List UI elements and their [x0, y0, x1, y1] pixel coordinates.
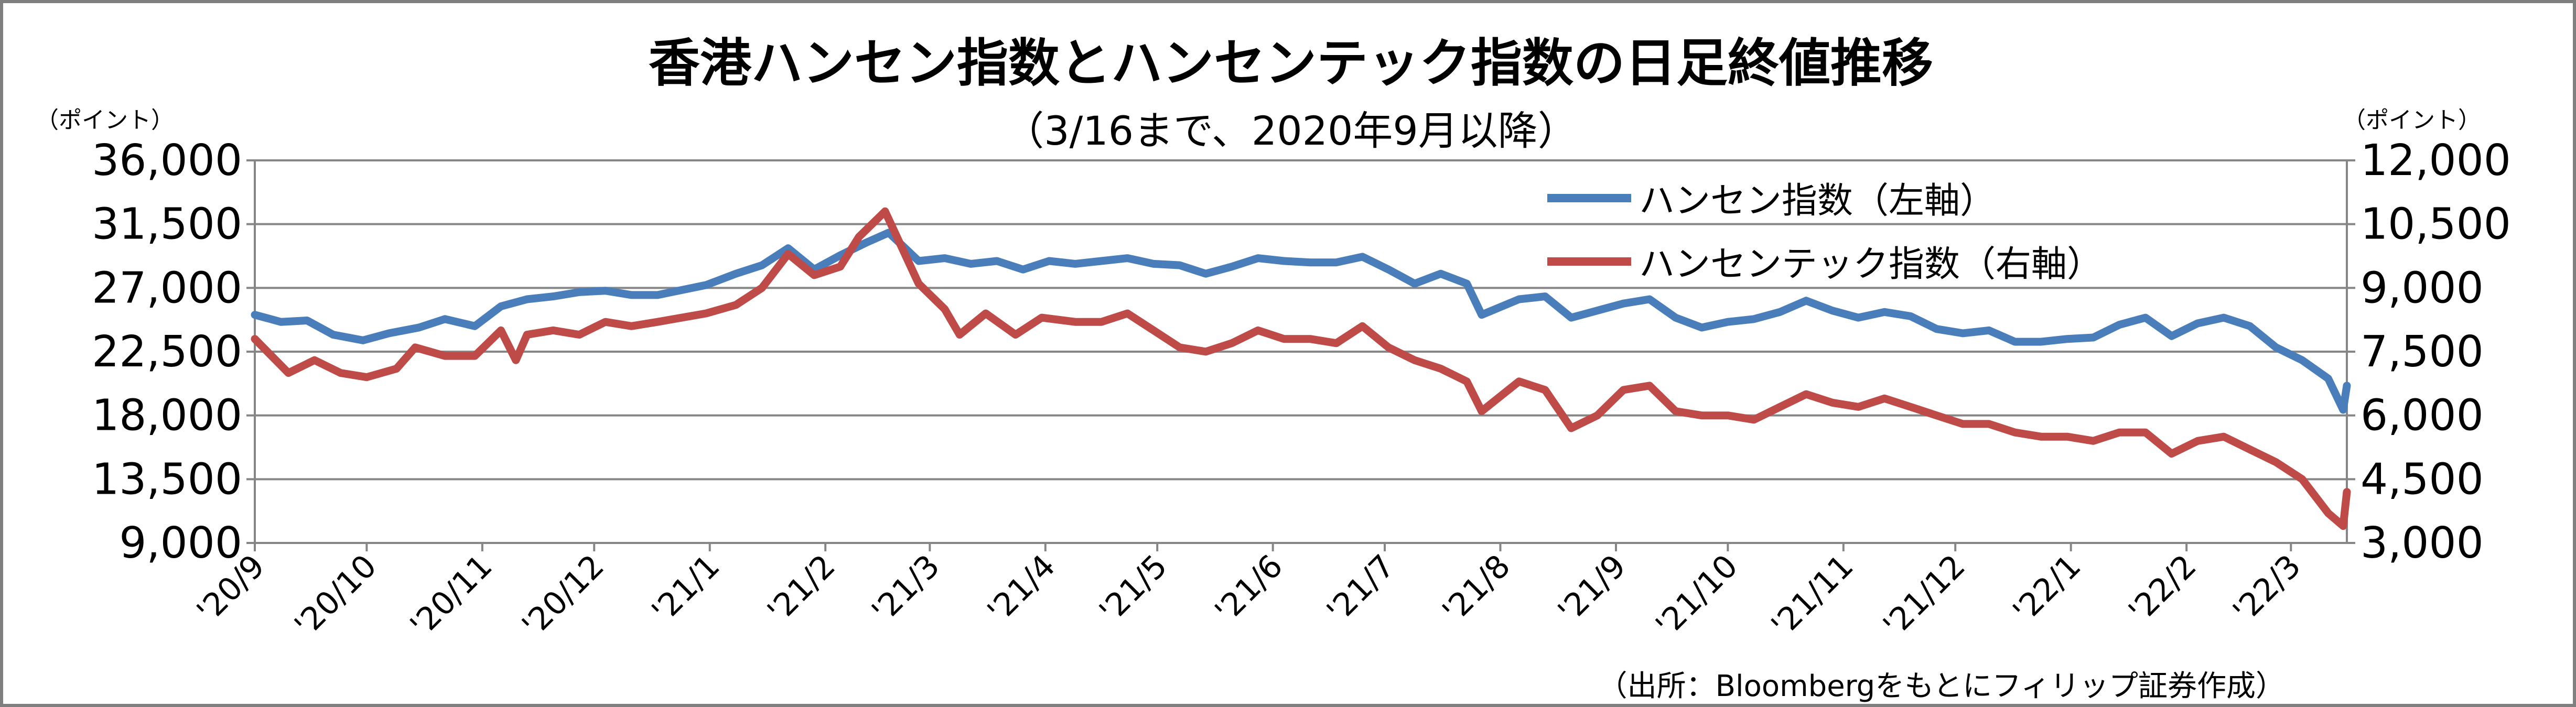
- x-tick-label: '21/8: [1436, 548, 1517, 629]
- series-line-hang-seng: [251, 229, 2351, 414]
- x-tick-label: '21/4: [980, 548, 1062, 629]
- line-chart: 香港ハンセン指数とハンセンテック指数の日足終値推移 （3/16まで、2020年9…: [36, 34, 2511, 703]
- series-lines: [251, 207, 2351, 530]
- series-line-hang-seng-tech: [251, 207, 2351, 530]
- x-tick-label: '20/11: [403, 548, 499, 644]
- y-left-tick-label: 22,500: [92, 327, 242, 377]
- x-tick-label: '20/12: [515, 548, 611, 644]
- legend-label-hang-seng: ハンセン指数（左軸）: [1639, 180, 1996, 222]
- x-tick-label: '21/12: [1876, 548, 1972, 644]
- y-right-tick-label: 12,000: [2361, 136, 2511, 186]
- x-tick-label: '21/3: [865, 548, 946, 629]
- x-tick-label: '20/10: [288, 548, 384, 644]
- x-tick-label: '21/2: [760, 548, 842, 629]
- source-note: （出所：Bloombergをもとにフィリップ証券作成）: [1598, 669, 2285, 703]
- y-left-tick-label: 31,500: [92, 200, 242, 249]
- y-left-tick-label: 36,000: [92, 136, 242, 186]
- y-left-tick-label: 9,000: [119, 518, 242, 568]
- x-tick-label: '21/5: [1092, 548, 1174, 629]
- y-right-tick-label: 10,500: [2361, 200, 2511, 249]
- y-left-tick-label: 18,000: [92, 391, 242, 441]
- gridlines: [255, 159, 2347, 481]
- x-tick-label: '21/7: [1320, 548, 1402, 629]
- y-right-tick-label: 7,500: [2361, 327, 2484, 377]
- x-tick-label: '22/1: [2006, 548, 2088, 629]
- x-tick-label: '22/2: [2121, 548, 2203, 629]
- y-right-tick-label: 3,000: [2361, 518, 2484, 568]
- x-tick-label: '21/1: [645, 548, 727, 629]
- y-right-tick-label: 6,000: [2361, 391, 2484, 441]
- legend: ハンセン指数（左軸） ハンセンテック指数（右軸）: [1547, 180, 2103, 285]
- x-tick-label: '22/3: [2226, 548, 2308, 629]
- x-tick-label: '21/10: [1649, 548, 1745, 644]
- chart-title: 香港ハンセン指数とハンセンテック指数の日足終値推移: [649, 34, 1933, 93]
- y-right-tick-label: 9,000: [2361, 263, 2484, 313]
- legend-label-hang-seng-tech: ハンセンテック指数（右軸）: [1639, 244, 2103, 285]
- y-right-unit-label: （ポイント）: [2343, 107, 2481, 134]
- x-axis: '20/9'20/10'20/11'20/12'21/1'21/2'21/3'2…: [190, 542, 2347, 644]
- y-left-unit-label: （ポイント）: [36, 107, 174, 134]
- chart-subtitle: （3/16まで、2020年9月以降）: [1004, 107, 1577, 154]
- y-left-tick-label: 13,500: [92, 454, 242, 504]
- x-tick-label: '21/11: [1764, 548, 1860, 644]
- x-tick-label: '21/6: [1208, 548, 1290, 629]
- y-left-tick-label: 27,000: [92, 263, 242, 313]
- y-right-tick-label: 4,500: [2361, 454, 2484, 504]
- x-tick-label: '21/9: [1551, 548, 1633, 629]
- y-axis-right: 3,000 4,500 6,000 7,500 9,000 10,500 12,000: [2346, 136, 2511, 568]
- y-axis-left: 9,000 13,500 18,000 22,500 27,000 31,500 36,00…: [92, 136, 256, 568]
